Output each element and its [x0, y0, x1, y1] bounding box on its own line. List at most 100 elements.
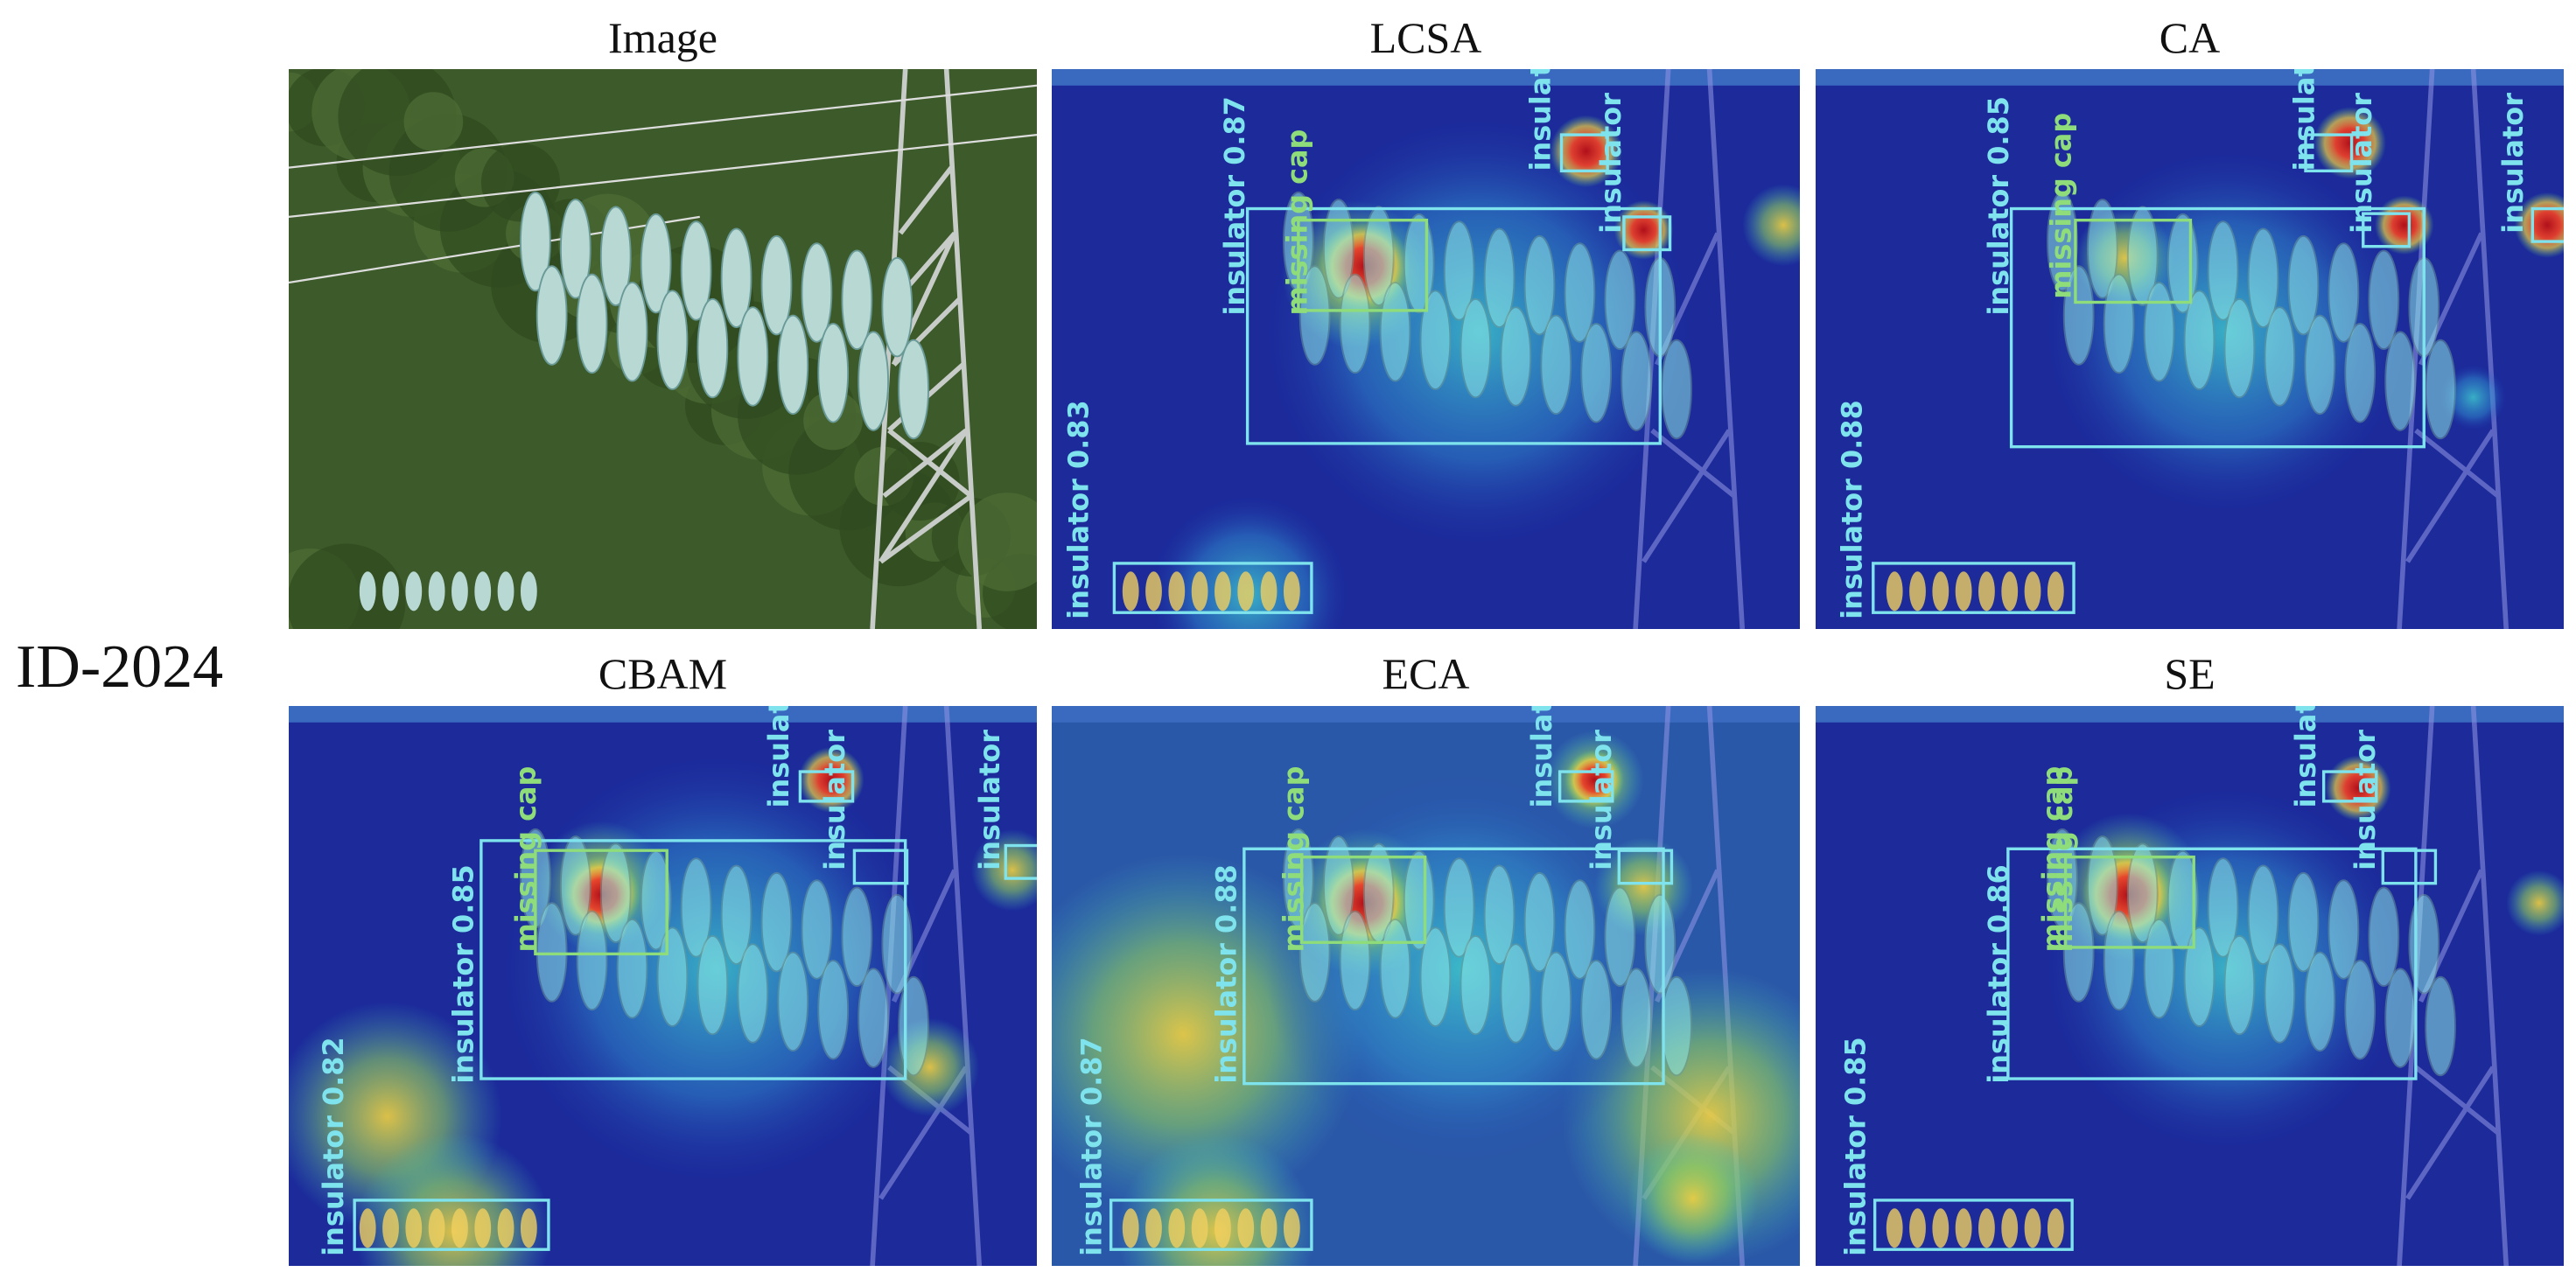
heat-blob — [880, 1017, 980, 1117]
insulator-disc — [599, 206, 632, 306]
insulator-disc — [760, 234, 793, 336]
insulator-disc — [1443, 220, 1475, 321]
detection-box — [1299, 855, 1427, 944]
panel-content: insulator 0.85 missing cap insulator 0.82 i… — [289, 706, 1037, 1266]
insulator-disc — [2368, 249, 2400, 351]
insulator-disc — [2328, 879, 2360, 980]
insulator-disc — [1379, 919, 1411, 1019]
insulator-disc — [1564, 242, 1596, 343]
insulator-disc — [405, 1208, 423, 1248]
insulator-disc — [474, 571, 492, 612]
heat-blob — [798, 746, 864, 813]
insulator-disc — [817, 322, 850, 423]
insulator-disc — [1886, 1208, 1903, 1248]
heat-blob — [1627, 1132, 1760, 1265]
detection-box — [852, 849, 909, 885]
insulator-disc — [1460, 297, 1492, 399]
insulator-disc — [2344, 959, 2376, 1060]
insulator-disc — [1540, 951, 1572, 1052]
detection-label: missing cap — [2036, 766, 2069, 953]
detection-box — [534, 849, 668, 956]
insulator-disc — [2086, 835, 2118, 936]
insulator-disc — [405, 571, 423, 612]
insulator-disc — [1122, 1208, 1139, 1248]
heat-blob — [2374, 195, 2434, 255]
insulator-disc — [576, 910, 608, 1011]
insulator-disc — [1580, 959, 1613, 1060]
insulator-disc — [2328, 242, 2360, 343]
insulator-disc — [2344, 322, 2376, 423]
insulator-disc — [1978, 1208, 1995, 1248]
insulator-disc — [2166, 849, 2199, 951]
insulator-disc — [1580, 322, 1613, 423]
insulator-disc — [1443, 857, 1475, 958]
insulator-disc — [1500, 306, 1532, 407]
detection-label: insulator — [2345, 93, 2378, 234]
insulator-disc — [2047, 571, 2064, 612]
detection-label: insulator — [2348, 730, 2382, 870]
insulator-disc — [2368, 886, 2400, 988]
insulator-disc — [428, 1208, 445, 1248]
insulator-disc — [1620, 968, 1652, 1068]
insulator-disc — [452, 1208, 468, 1248]
insulator-disc — [1483, 864, 1516, 966]
insulator-disc — [2062, 902, 2095, 1003]
insulator-disc — [1145, 1208, 1162, 1248]
insulator-disc — [1932, 571, 1950, 612]
insulator-disc — [1604, 249, 1636, 351]
panel-title: CA — [2159, 13, 2221, 62]
detection-label: insulator — [762, 706, 795, 807]
detection-label: insulator — [1525, 706, 1558, 807]
insulator-disc — [1483, 227, 1516, 329]
insulator-disc — [520, 1208, 537, 1248]
insulator-disc — [1661, 339, 1692, 440]
insulator-disc — [680, 857, 712, 958]
insulator-disc — [2047, 191, 2078, 292]
detection-label: insulator — [2287, 69, 2320, 171]
insulator-disc — [1191, 1208, 1208, 1248]
detection-box — [2006, 847, 2418, 1080]
insulator-disc — [452, 571, 468, 612]
insulator-disc — [898, 975, 929, 1077]
heat-blob — [2506, 870, 2564, 936]
insulator-disc — [1322, 835, 1354, 936]
panel-content: insulator 0.87 missing cap insulator 0.83 i… — [1052, 69, 1800, 629]
insulator-disc — [2223, 934, 2256, 1036]
detection-label: insulator — [973, 730, 1006, 870]
insulator-disc — [1886, 571, 1903, 612]
insulator-disc — [2126, 206, 2159, 306]
wire — [289, 84, 1037, 284]
insulator-disc — [2207, 857, 2239, 958]
insulator-disc — [737, 943, 769, 1044]
detection-label: missing cap — [509, 766, 542, 953]
detection-label: insulator 0.88 — [1209, 864, 1242, 1083]
insulator-disc — [656, 290, 689, 390]
insulator-disc — [1122, 571, 1139, 612]
insulator-disc — [1260, 571, 1278, 612]
detection-box — [1622, 215, 1672, 252]
insulator-disc — [1237, 1208, 1255, 1248]
insulator-disc — [2384, 968, 2416, 1068]
heat-band — [1816, 69, 2564, 86]
insulator-disc — [1191, 571, 1208, 612]
detection-box — [1109, 1199, 1313, 1251]
heat-band — [289, 706, 1037, 723]
insulator-disc — [2264, 943, 2296, 1044]
detection-label: missing cap — [1277, 766, 1310, 953]
detection-box — [2321, 770, 2378, 803]
heat-band — [1052, 706, 1800, 723]
insulator-disc — [497, 1208, 514, 1248]
photo — [289, 69, 1037, 629]
insulator-disc — [2047, 828, 2078, 929]
insulator-disc — [382, 1208, 399, 1248]
insulator-disc — [1339, 273, 1371, 374]
insulator-disc — [2287, 234, 2320, 336]
detection-box — [2063, 855, 2195, 949]
insulator-disc — [1214, 1208, 1231, 1248]
insulator-disc — [858, 331, 889, 431]
insulator-disc — [2024, 571, 2041, 612]
insulator-disc — [559, 835, 592, 936]
panel-title: CBAM — [598, 649, 728, 698]
detection-box — [1245, 206, 1662, 445]
